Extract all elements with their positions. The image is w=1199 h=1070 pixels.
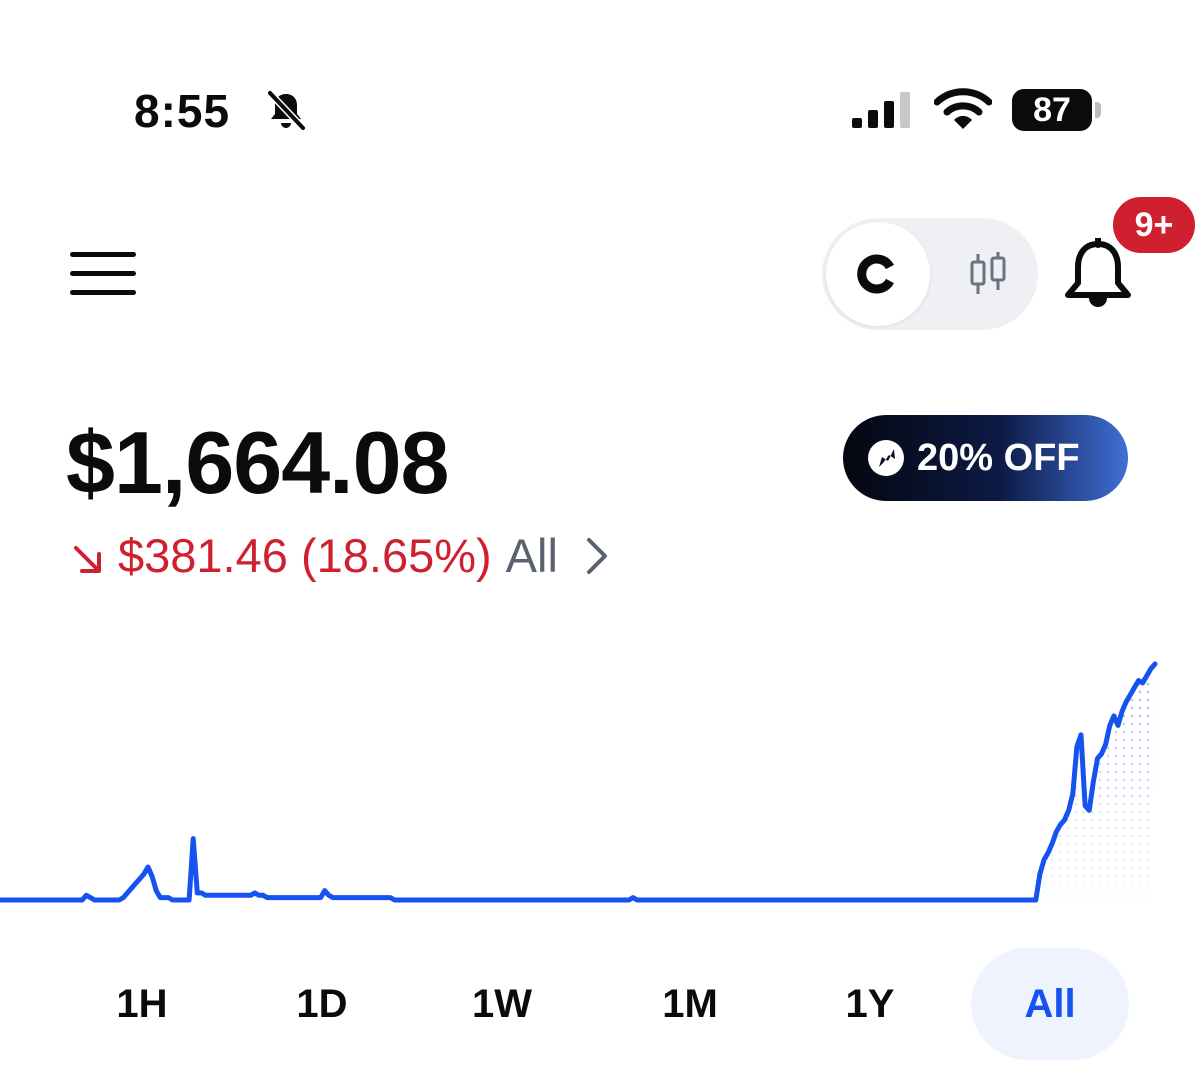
- portfolio-balance: $1,664.08: [66, 413, 449, 512]
- view-toggle[interactable]: [822, 218, 1038, 330]
- wifi-icon: [934, 88, 992, 129]
- battery-icon: 87: [1012, 89, 1102, 131]
- battery-cap: [1095, 102, 1101, 118]
- candlestick-icon: [970, 252, 1006, 294]
- range-tab-1h[interactable]: 1H: [116, 981, 168, 1026]
- promo-icon: [868, 440, 904, 476]
- coinbase-logo-icon: [857, 254, 894, 294]
- range-tab-1y[interactable]: 1Y: [845, 981, 895, 1026]
- bell-slash-icon: [267, 90, 306, 131]
- portfolio-change[interactable]: $381.46 (18.65%) All: [72, 528, 610, 583]
- range-tab-1d[interactable]: 1D: [296, 981, 348, 1026]
- promo-button[interactable]: 20% OFF: [843, 415, 1128, 501]
- change-value: $381.46 (18.65%): [118, 529, 492, 582]
- hamburger-menu-icon[interactable]: [70, 250, 136, 298]
- status-time: 8:55: [134, 85, 231, 137]
- promo-label: 20% OFF: [917, 436, 1080, 479]
- range-tab-1w[interactable]: 1W: [472, 981, 532, 1026]
- cellular-signal-icon: [852, 92, 910, 128]
- bell-icon[interactable]: [1060, 238, 1136, 312]
- range-tab-all[interactable]: All: [971, 948, 1129, 1060]
- toggle-advanced-view[interactable]: [942, 222, 1034, 326]
- chart-series-line: [0, 661, 1158, 903]
- portfolio-chart[interactable]: [0, 640, 1199, 920]
- change-range: All: [505, 529, 558, 582]
- notification-badge: 9+: [1110, 194, 1198, 256]
- battery-level: 87: [1012, 89, 1092, 131]
- chart-area-fill: [1039, 664, 1155, 900]
- chevron-right-icon: [586, 537, 607, 574]
- arrow-down-right-icon: [74, 545, 101, 573]
- toggle-simple-view[interactable]: [826, 222, 930, 326]
- range-tab-1m[interactable]: 1M: [662, 981, 718, 1026]
